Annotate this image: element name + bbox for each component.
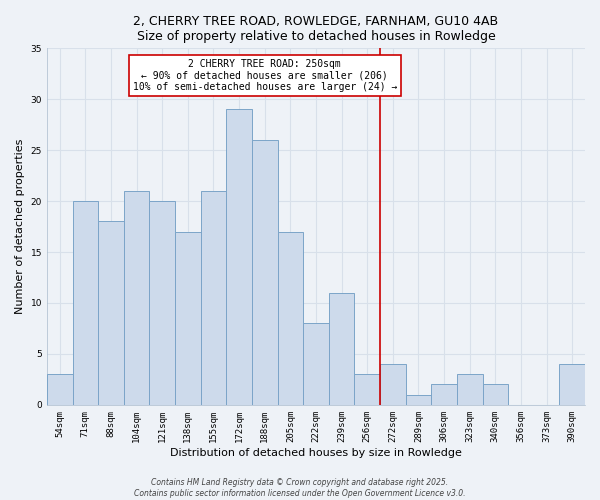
Bar bbox=[303, 324, 329, 405]
Bar bbox=[278, 232, 303, 405]
Y-axis label: Number of detached properties: Number of detached properties bbox=[15, 139, 25, 314]
X-axis label: Distribution of detached houses by size in Rowledge: Distribution of detached houses by size … bbox=[170, 448, 462, 458]
Bar bbox=[124, 191, 149, 405]
Bar bbox=[226, 110, 252, 405]
Bar bbox=[200, 191, 226, 405]
Bar bbox=[355, 374, 380, 405]
Bar bbox=[380, 364, 406, 405]
Bar bbox=[482, 384, 508, 405]
Bar bbox=[329, 293, 355, 405]
Bar bbox=[73, 201, 98, 405]
Bar bbox=[406, 394, 431, 405]
Title: 2, CHERRY TREE ROAD, ROWLEDGE, FARNHAM, GU10 4AB
Size of property relative to de: 2, CHERRY TREE ROAD, ROWLEDGE, FARNHAM, … bbox=[133, 15, 499, 43]
Bar bbox=[47, 374, 73, 405]
Bar bbox=[252, 140, 278, 405]
Text: 2 CHERRY TREE ROAD: 250sqm
← 90% of detached houses are smaller (206)
10% of sem: 2 CHERRY TREE ROAD: 250sqm ← 90% of deta… bbox=[133, 58, 397, 92]
Bar bbox=[431, 384, 457, 405]
Bar bbox=[98, 222, 124, 405]
Bar bbox=[457, 374, 482, 405]
Bar bbox=[559, 364, 585, 405]
Text: Contains HM Land Registry data © Crown copyright and database right 2025.
Contai: Contains HM Land Registry data © Crown c… bbox=[134, 478, 466, 498]
Bar bbox=[175, 232, 200, 405]
Bar bbox=[149, 201, 175, 405]
